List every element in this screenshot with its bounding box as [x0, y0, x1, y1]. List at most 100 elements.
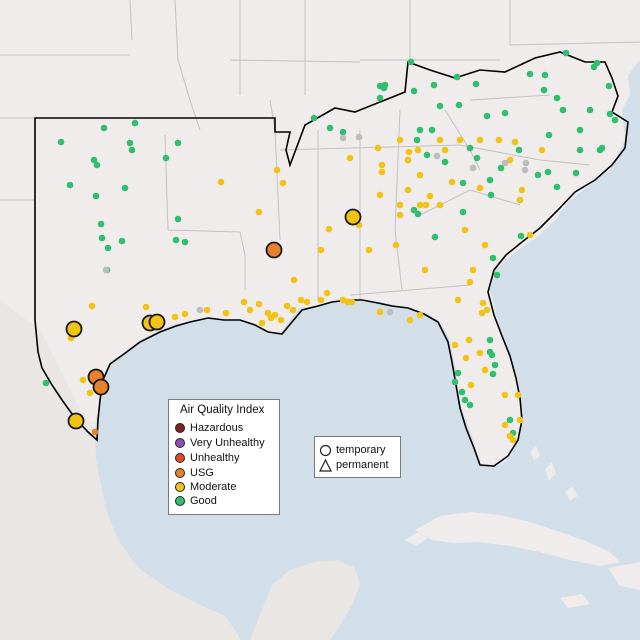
- good-monitor-marker[interactable]: [162, 154, 170, 162]
- good-monitor-marker[interactable]: [598, 144, 606, 152]
- good-monitor-marker[interactable]: [181, 238, 189, 246]
- no-data-monitor-marker[interactable]: [433, 152, 441, 160]
- good-monitor-marker[interactable]: [611, 116, 619, 124]
- moderate-monitor-marker[interactable]: [476, 136, 484, 144]
- good-monitor-marker[interactable]: [459, 208, 467, 216]
- good-monitor-marker[interactable]: [497, 164, 505, 172]
- good-monitor-marker[interactable]: [339, 128, 347, 136]
- good-monitor-marker[interactable]: [441, 158, 449, 166]
- good-monitor-marker[interactable]: [493, 271, 501, 279]
- moderate-monitor-marker[interactable]: [421, 266, 429, 274]
- moderate-monitor-marker[interactable]: [465, 336, 473, 344]
- no-data-monitor-marker[interactable]: [355, 133, 363, 141]
- monitor-markers[interactable]: [42, 49, 619, 444]
- temporary-moderate-monitor-marker[interactable]: [148, 313, 166, 331]
- moderate-monitor-marker[interactable]: [392, 241, 400, 249]
- moderate-monitor-marker[interactable]: [436, 201, 444, 209]
- good-monitor-marker[interactable]: [461, 396, 469, 404]
- moderate-monitor-marker[interactable]: [277, 316, 285, 324]
- moderate-monitor-marker[interactable]: [405, 148, 413, 156]
- good-monitor-marker[interactable]: [428, 126, 436, 134]
- good-monitor-marker[interactable]: [606, 110, 614, 118]
- good-monitor-marker[interactable]: [466, 144, 474, 152]
- moderate-monitor-marker[interactable]: [86, 389, 94, 397]
- moderate-monitor-marker[interactable]: [222, 309, 230, 317]
- good-monitor-marker[interactable]: [42, 379, 50, 387]
- good-monitor-marker[interactable]: [66, 181, 74, 189]
- good-monitor-marker[interactable]: [472, 80, 480, 88]
- temporary-moderate-monitor-marker[interactable]: [344, 208, 362, 226]
- good-monitor-marker[interactable]: [453, 73, 461, 81]
- moderate-monitor-marker[interactable]: [506, 156, 514, 164]
- good-monitor-marker[interactable]: [174, 139, 182, 147]
- good-monitor-marker[interactable]: [576, 146, 584, 154]
- good-monitor-marker[interactable]: [410, 206, 418, 214]
- good-monitor-marker[interactable]: [326, 124, 334, 132]
- good-monitor-marker[interactable]: [407, 58, 415, 66]
- good-monitor-marker[interactable]: [544, 168, 552, 176]
- moderate-monitor-marker[interactable]: [279, 179, 287, 187]
- good-monitor-marker[interactable]: [423, 151, 431, 159]
- moderate-monitor-marker[interactable]: [181, 310, 189, 318]
- moderate-monitor-marker[interactable]: [378, 168, 386, 176]
- moderate-monitor-marker[interactable]: [171, 313, 179, 321]
- moderate-monitor-marker[interactable]: [416, 201, 424, 209]
- moderate-monitor-marker[interactable]: [516, 416, 524, 424]
- good-monitor-marker[interactable]: [414, 210, 422, 218]
- good-monitor-marker[interactable]: [489, 370, 497, 378]
- moderate-monitor-marker[interactable]: [240, 298, 248, 306]
- good-monitor-marker[interactable]: [413, 136, 421, 144]
- moderate-monitor-marker[interactable]: [462, 354, 470, 362]
- good-monitor-marker[interactable]: [486, 176, 494, 184]
- good-monitor-marker[interactable]: [534, 171, 542, 179]
- moderate-monitor-marker[interactable]: [290, 276, 298, 284]
- moderate-monitor-marker[interactable]: [516, 196, 524, 204]
- moderate-monitor-marker[interactable]: [526, 231, 534, 239]
- moderate-monitor-marker[interactable]: [414, 146, 422, 154]
- good-monitor-marker[interactable]: [100, 124, 108, 132]
- moderate-monitor-marker[interactable]: [483, 306, 491, 314]
- moderate-monitor-marker[interactable]: [481, 241, 489, 249]
- moderate-monitor-marker[interactable]: [258, 319, 266, 327]
- good-monitor-marker[interactable]: [128, 146, 136, 154]
- good-monitor-marker[interactable]: [380, 84, 388, 92]
- good-monitor-marker[interactable]: [436, 102, 444, 110]
- moderate-monitor-marker[interactable]: [495, 136, 503, 144]
- moderate-monitor-marker[interactable]: [416, 171, 424, 179]
- good-monitor-marker[interactable]: [121, 184, 129, 192]
- moderate-monitor-marker[interactable]: [283, 302, 291, 310]
- no-data-monitor-marker[interactable]: [196, 306, 204, 314]
- moderate-monitor-marker[interactable]: [467, 381, 475, 389]
- good-monitor-marker[interactable]: [90, 156, 98, 164]
- moderate-monitor-marker[interactable]: [501, 421, 509, 429]
- good-monitor-marker[interactable]: [174, 215, 182, 223]
- good-monitor-marker[interactable]: [410, 87, 418, 95]
- moderate-monitor-marker[interactable]: [348, 298, 356, 306]
- moderate-monitor-marker[interactable]: [246, 306, 254, 314]
- good-monitor-marker[interactable]: [92, 192, 100, 200]
- moderate-monitor-marker[interactable]: [79, 376, 87, 384]
- good-monitor-marker[interactable]: [559, 106, 567, 114]
- good-monitor-marker[interactable]: [172, 236, 180, 244]
- moderate-monitor-marker[interactable]: [142, 303, 150, 311]
- moderate-monitor-marker[interactable]: [479, 299, 487, 307]
- good-monitor-marker[interactable]: [545, 131, 553, 139]
- temporary-moderate-monitor-marker[interactable]: [67, 412, 85, 430]
- good-monitor-marker[interactable]: [540, 86, 548, 94]
- no-data-monitor-marker[interactable]: [522, 159, 530, 167]
- moderate-monitor-marker[interactable]: [469, 266, 477, 274]
- moderate-monitor-marker[interactable]: [339, 296, 347, 304]
- moderate-monitor-marker[interactable]: [456, 136, 464, 144]
- no-data-monitor-marker[interactable]: [501, 159, 509, 167]
- good-monitor-marker[interactable]: [501, 109, 509, 117]
- moderate-monitor-marker[interactable]: [323, 289, 331, 297]
- good-monitor-marker[interactable]: [489, 254, 497, 262]
- moderate-monitor-marker[interactable]: [478, 309, 486, 317]
- moderate-monitor-marker[interactable]: [476, 349, 484, 357]
- moderate-monitor-marker[interactable]: [506, 432, 514, 440]
- good-monitor-marker[interactable]: [517, 232, 525, 240]
- good-monitor-marker[interactable]: [97, 220, 105, 228]
- good-monitor-marker[interactable]: [458, 388, 466, 396]
- good-monitor-marker[interactable]: [593, 59, 601, 67]
